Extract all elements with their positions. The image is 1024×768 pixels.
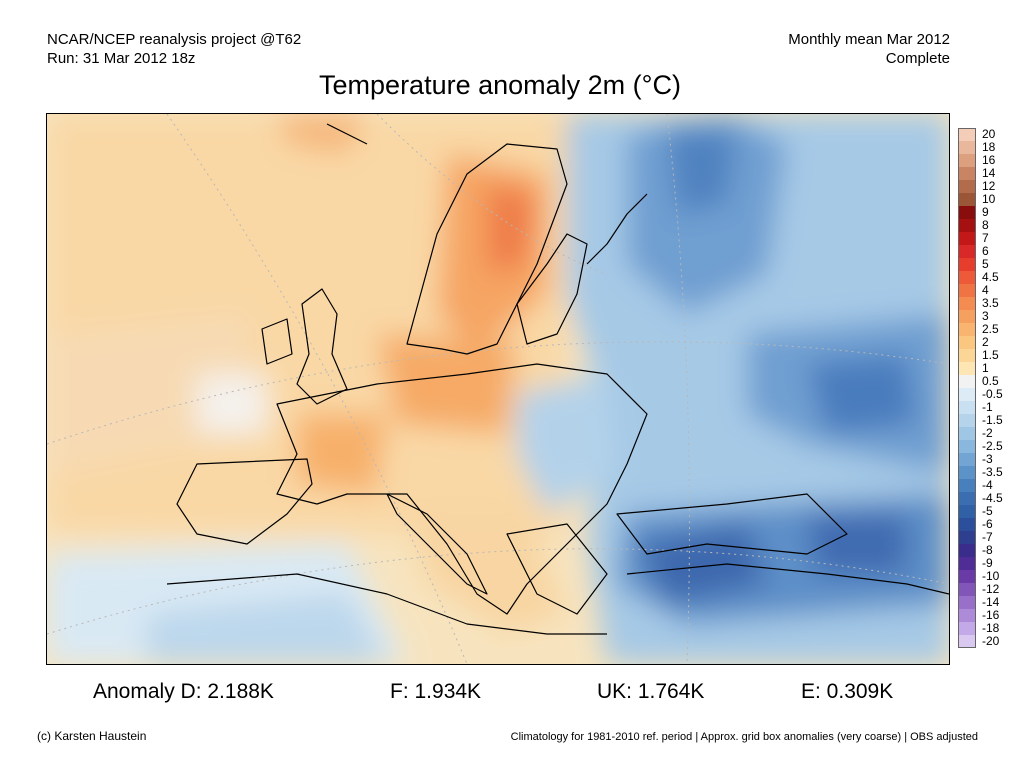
colorbar-label: -3.5	[982, 465, 1003, 479]
status-label: Complete	[885, 50, 950, 67]
colorbar-label: -1	[982, 400, 993, 414]
colorbar-label: -16	[982, 608, 1000, 622]
colorbar-label: 12	[982, 179, 996, 193]
colorbar-cell	[958, 388, 976, 401]
colorbar-cell	[958, 284, 976, 297]
colorbar-cell	[958, 453, 976, 466]
colorbar-label: 18	[982, 140, 996, 154]
header-left: NCAR/NCEP reanalysis project @T62 Run: 3…	[47, 30, 301, 68]
colorbar-cell	[958, 219, 976, 232]
run-label: Run: 31 Mar 2012 18z	[47, 50, 196, 67]
footnote-text: Climatology for 1981-2010 ref. period | …	[510, 731, 978, 743]
colorbar-label: -2.5	[982, 439, 1003, 453]
colorbar-label: 4	[982, 283, 989, 297]
colorbar-label: 0.5	[982, 374, 999, 388]
colorbar-cell	[958, 193, 976, 206]
colorbar-label: -5	[982, 504, 993, 518]
colorbar-cell	[958, 440, 976, 453]
colorbar-label: 5	[982, 257, 989, 271]
colorbar-label: -8	[982, 543, 993, 557]
header-right: Monthly mean Mar 2012 Complete	[788, 30, 950, 68]
colorbar-cell	[958, 518, 976, 531]
colorbar-label: 3	[982, 309, 989, 323]
colorbar-label: 7	[982, 231, 989, 245]
colorbar-label: -0.5	[982, 387, 1003, 401]
colorbar-label: -7	[982, 530, 993, 544]
colorbar-cell	[958, 401, 976, 414]
colorbar-label: 8	[982, 218, 989, 232]
colorbar-label: 9	[982, 205, 989, 219]
colorbar-label: 20	[982, 127, 996, 141]
colorbar-cell	[958, 544, 976, 557]
stat-germany: Anomaly D: 2.188K	[93, 680, 274, 703]
colorbar-label: -9	[982, 556, 993, 570]
period-label: Monthly mean Mar 2012	[788, 31, 950, 48]
colorbar-cell	[958, 375, 976, 388]
colorbar-label: 1.5	[982, 348, 999, 362]
colorbar-label: -20	[982, 634, 1000, 648]
colorbar-cell	[958, 479, 976, 492]
colorbar-label: -2	[982, 426, 993, 440]
anomaly-map	[46, 113, 950, 665]
colorbar-label: 16	[982, 153, 996, 167]
colorbar-label: -1.5	[982, 413, 1003, 427]
colorbar-label: -18	[982, 621, 1000, 635]
colorbar-label: -12	[982, 582, 1000, 596]
colorbar-cell	[958, 492, 976, 505]
colorbar-label: -3	[982, 452, 993, 466]
colorbar-cell	[958, 349, 976, 362]
colorbar-label: 1	[982, 361, 989, 375]
colorbar-cell	[958, 258, 976, 271]
colorbar-cell	[958, 245, 976, 258]
colorbar-label: 2	[982, 335, 989, 349]
colorbar-cell	[958, 310, 976, 323]
colorbar-label: 14	[982, 166, 996, 180]
colorbar-cell	[958, 583, 976, 596]
colorbar-cell	[958, 635, 976, 648]
stat-france: F: 1.934K	[390, 680, 482, 703]
colorbar-cell	[958, 414, 976, 427]
colorbar-cell	[958, 427, 976, 440]
stat-uk: UK: 1.764K	[597, 680, 705, 703]
colorbar-cell	[958, 167, 976, 180]
colorbar-cell	[958, 557, 976, 570]
colorbar-label: 4.5	[982, 270, 999, 284]
colorbar-cell	[958, 596, 976, 609]
colorbar	[958, 128, 976, 650]
colorbar-cell	[958, 609, 976, 622]
colorbar-cell	[958, 323, 976, 336]
colorbar-cell	[958, 362, 976, 375]
colorbar-cell	[958, 154, 976, 167]
colorbar-cell	[958, 531, 976, 544]
colorbar-label: -10	[982, 569, 1000, 583]
colorbar-label: 3.5	[982, 296, 999, 310]
colorbar-label: -4	[982, 478, 993, 492]
colorbar-label: 2.5	[982, 322, 999, 336]
colorbar-label: 10	[982, 192, 996, 206]
colorbar-label: -4.5	[982, 491, 1003, 505]
credit-text: (c) Karsten Haustein	[37, 729, 147, 743]
colorbar-cell	[958, 206, 976, 219]
colorbar-cell	[958, 570, 976, 583]
colorbar-cell	[958, 180, 976, 193]
colorbar-label: -6	[982, 517, 993, 531]
model-label: NCAR/NCEP reanalysis project @T62	[47, 31, 302, 48]
map-title: Temperature anomaly 2m (°C)	[319, 70, 681, 100]
colorbar-cell	[958, 297, 976, 310]
colorbar-label: 6	[982, 244, 989, 258]
colorbar-cell	[958, 466, 976, 479]
stat-europe: E: 0.309K	[801, 680, 894, 703]
colorbar-cell	[958, 232, 976, 245]
colorbar-cell	[958, 141, 976, 154]
colorbar-cell	[958, 271, 976, 284]
colorbar-cell	[958, 622, 976, 635]
colorbar-cell	[958, 336, 976, 349]
colorbar-cell	[958, 505, 976, 518]
colorbar-label: -14	[982, 595, 1000, 609]
colorbar-cell	[958, 128, 976, 141]
